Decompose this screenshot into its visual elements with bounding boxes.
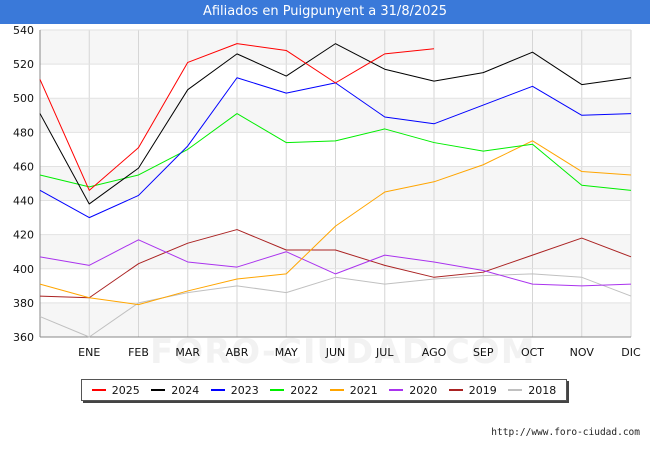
axes [39, 30, 631, 338]
legend-swatch [508, 389, 523, 391]
legend-label: 2018 [528, 383, 557, 397]
x-tick-label: SEP [473, 346, 494, 359]
series-line-2021 [39, 140, 632, 306]
grid-lines [40, 29, 632, 338]
series-line-2025 [39, 43, 435, 191]
legend-item-2020: 2020 [389, 384, 437, 397]
y-tick-label: 480 [13, 126, 34, 139]
legend-swatch [151, 389, 166, 391]
legend-swatch [389, 389, 404, 391]
y-tick-label: 400 [13, 263, 34, 276]
legend-swatch [210, 389, 225, 391]
x-tick-label: MAY [275, 346, 298, 359]
series-line-2019 [39, 229, 632, 299]
y-tick-label: 540 [13, 24, 34, 37]
legend-item-2022: 2022 [270, 384, 318, 397]
legend-swatch [91, 389, 106, 391]
x-tick-label: JUL [375, 346, 394, 359]
legend-item-2018: 2018 [508, 384, 556, 397]
legend-item-2019: 2019 [448, 383, 497, 397]
legend-label: 2024 [171, 383, 200, 397]
chart-title: Afiliados en Puigpunyent a 31/8/2025 [0, 0, 650, 24]
legend-item-2021: 2021 [329, 383, 378, 397]
legend-item-2025: 2025 [91, 383, 140, 397]
legend-label: 2023 [230, 383, 259, 397]
legend-label: 2019 [468, 383, 497, 397]
legend-label: 2021 [349, 383, 378, 397]
x-tick-label: OCT [521, 346, 544, 359]
y-tick-label: 520 [13, 58, 34, 71]
y-tick-label: 420 [13, 229, 34, 242]
x-tick-label: MAR [175, 346, 200, 359]
x-tick-label: DIC [621, 346, 641, 359]
legend-swatch [448, 389, 463, 391]
series-lines [39, 43, 632, 338]
y-tick-label: 460 [13, 160, 34, 173]
x-tick-label: FEB [128, 346, 149, 359]
x-tick-label: AGO [422, 346, 447, 359]
y-tick-label: 500 [13, 92, 34, 105]
y-axis-ticks: 360 380 400 420 440 460 480 500 520 540 [13, 24, 34, 344]
x-tick-label: JUN [325, 346, 346, 359]
y-tick-label: 360 [13, 331, 34, 344]
legend-label: 2020 [409, 383, 438, 397]
y-tick-label: 440 [13, 195, 34, 208]
x-tick-label: ABR [226, 346, 249, 359]
x-tick-label: ENE [78, 346, 100, 359]
legend-swatch [270, 389, 285, 391]
legend-label: 2022 [290, 383, 319, 397]
legend-label: 2025 [111, 383, 140, 397]
series-line-2024 [39, 43, 632, 205]
series-line-2018 [39, 273, 632, 338]
series-line-2022 [39, 113, 632, 191]
legend-item-2023: 2023 [210, 383, 259, 397]
x-tick-label: NOV [570, 346, 595, 359]
legend-item-2024: 2024 [151, 384, 199, 397]
x-axis-ticks: ENE FEB MAR ABR MAY JUN JUL AGO SEP OCT NOV DIC [78, 346, 641, 359]
legend-swatch [329, 389, 344, 391]
legend: 2025 2024 2023 2022 2021 2020 2019 2018 [81, 379, 567, 401]
series-line-2020 [39, 239, 632, 287]
source-url: http://www.foro-ciudad.com [491, 427, 640, 438]
y-tick-label: 380 [13, 297, 34, 310]
